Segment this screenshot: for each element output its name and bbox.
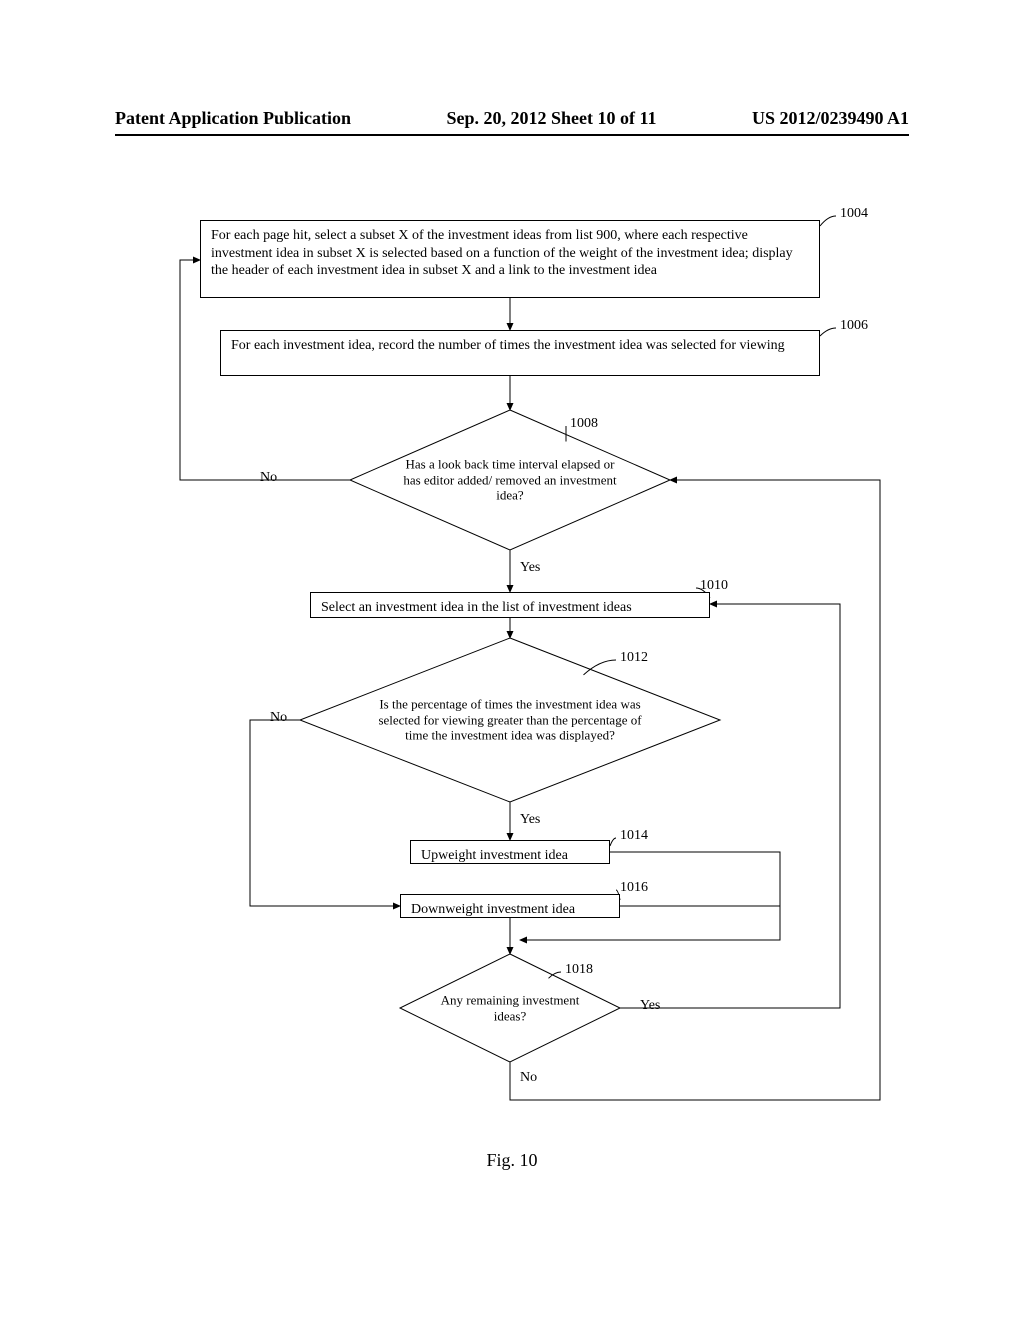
- page-header: Patent Application Publication Sep. 20, …: [115, 108, 909, 129]
- ref-label-1006: 1006: [840, 318, 868, 334]
- decision-text-1018: Any remaining investment ideas?: [436, 992, 585, 1023]
- no-label-1012: No: [270, 710, 287, 726]
- ref-label-1016: 1016: [620, 880, 648, 896]
- header-left: Patent Application Publication: [115, 108, 351, 129]
- yes-label-1008: Yes: [520, 560, 540, 576]
- ref-label-1018: 1018: [565, 962, 593, 978]
- header-right: US 2012/0239490 A1: [752, 108, 909, 129]
- no-label-1008: No: [260, 470, 277, 486]
- header-center: Sep. 20, 2012 Sheet 10 of 11: [446, 108, 656, 129]
- ref-label-1004: 1004: [840, 206, 868, 222]
- ref-label-1014: 1014: [620, 828, 648, 844]
- figure-caption: Fig. 10: [0, 1150, 1024, 1171]
- decision-text-1008: Has a look back time interval elapsed or…: [402, 457, 618, 504]
- yes-label-1018: Yes: [640, 998, 660, 1014]
- ref-label-1008: 1008: [570, 416, 598, 432]
- ref-label-1012: 1012: [620, 650, 648, 666]
- ref-label-1010: 1010: [700, 578, 728, 594]
- no-label-1018: No: [520, 1070, 537, 1086]
- decision-text-1012: Is the percentage of times the investmen…: [368, 697, 652, 744]
- labels-layer: 1004 1006 Has a look back time interval el…: [140, 200, 900, 1140]
- yes-label-1012: Yes: [520, 812, 540, 828]
- header-rule: [115, 134, 909, 136]
